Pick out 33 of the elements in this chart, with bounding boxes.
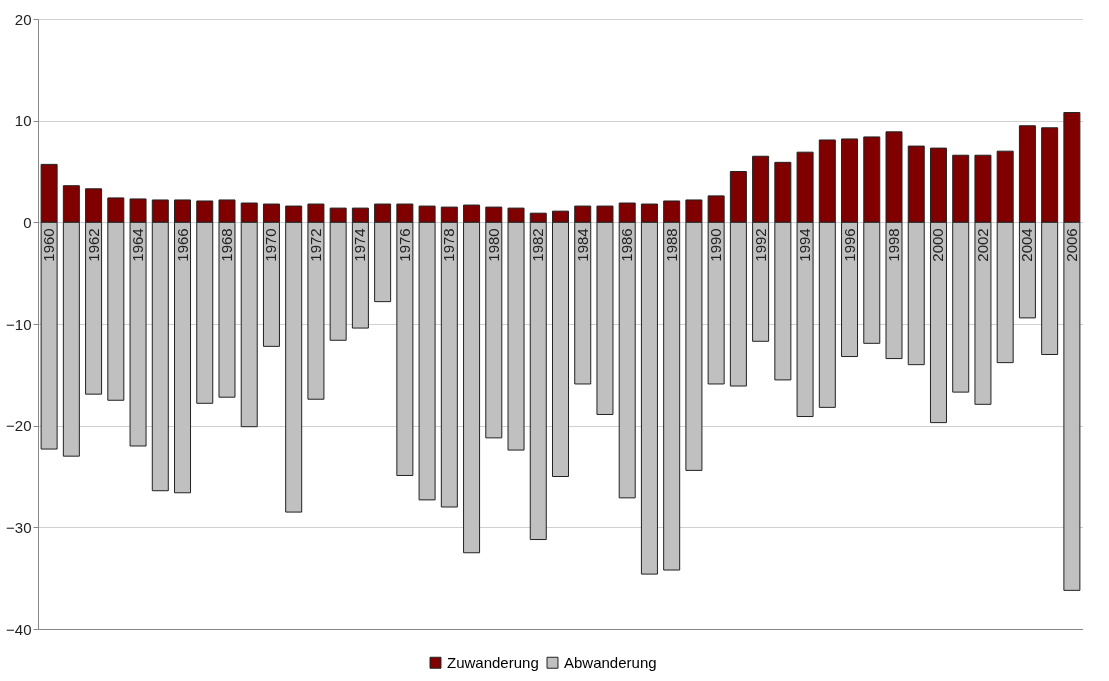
x-tick-label: 1960 [40,228,58,262]
x-tick-label: 1996 [840,228,858,262]
x-tick-label: 1982 [529,228,547,262]
x-tick-label: 1980 [484,228,502,262]
x-tick-label: 1984 [573,228,591,262]
x-tick-label: 2002 [973,228,991,262]
y-tick-label: 0 [23,213,32,231]
y-tick-label: 10 [14,112,32,130]
x-tick-label: 1966 [173,228,191,262]
y-tick-label: −20 [6,417,32,435]
x-tick-label: 2004 [1018,228,1036,262]
x-tick-label: 2000 [929,228,947,262]
y-tick-label: −30 [6,518,32,536]
y-tick-label: −10 [6,315,32,333]
legend-label: Abwanderung [564,653,657,671]
y-tick-label: 20 [14,10,32,28]
x-tick-label: 1992 [751,228,769,262]
x-tick-label: 1968 [217,228,235,262]
x-tick-label: 1970 [262,228,280,262]
x-tick-label: 1988 [662,228,680,262]
x-tick-label: 1964 [129,228,147,262]
x-tick-label: 1994 [796,228,814,262]
y-tick-label: −40 [6,620,32,638]
x-tick-label: 1972 [306,228,324,262]
x-tick-label: 1962 [84,228,102,262]
x-tick-label: 1998 [885,228,903,262]
x-tick-label: 1990 [707,228,725,262]
legend-label: Zuwanderung [447,653,539,671]
x-tick-label: 1986 [618,228,636,262]
x-tick-label: 1978 [440,228,458,262]
x-tick-label: 1974 [351,228,369,262]
x-tick-label: 1976 [395,228,413,262]
x-tick-label: 2006 [1062,228,1080,262]
